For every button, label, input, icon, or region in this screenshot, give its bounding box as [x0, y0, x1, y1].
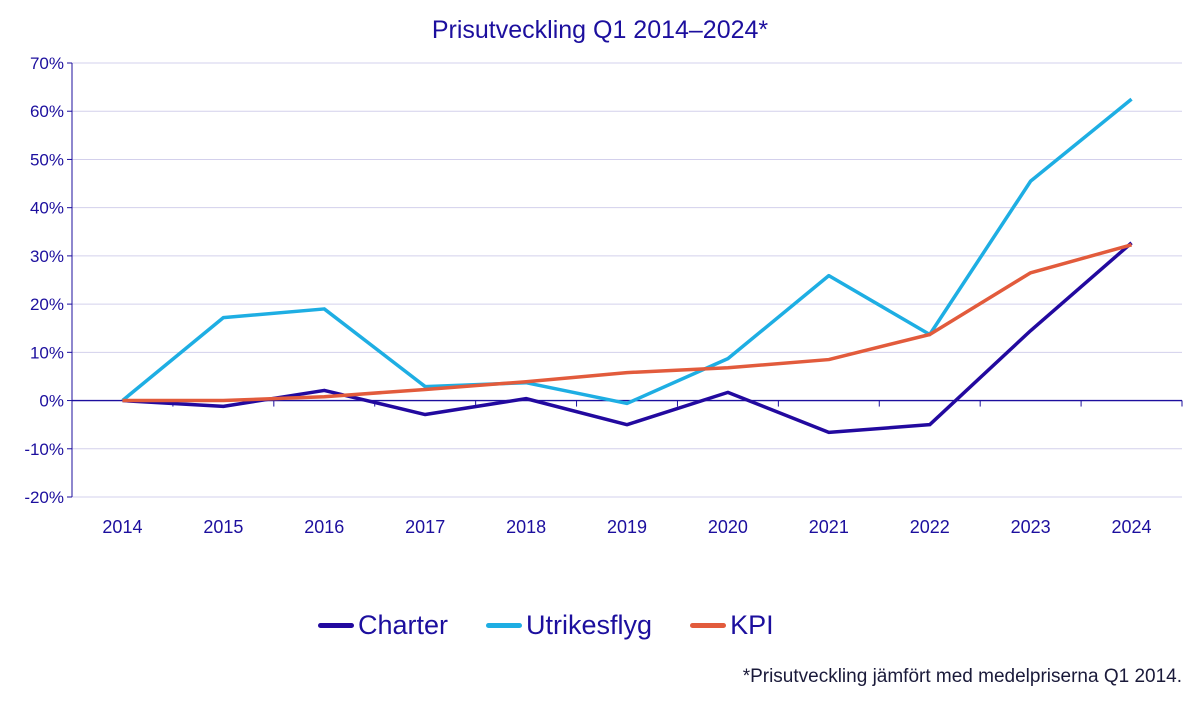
- legend-label: KPI: [730, 610, 774, 640]
- y-tick-label: 30%: [30, 247, 64, 266]
- x-tick-label: 2015: [203, 517, 243, 537]
- series-line-utrikesflyg: [121, 97, 1133, 406]
- legend-swatch: [318, 623, 354, 628]
- legend-label: Charter: [358, 610, 449, 640]
- y-tick-label: 40%: [30, 199, 64, 218]
- y-tick-label: -20%: [24, 488, 64, 507]
- y-tick-label: 70%: [30, 54, 64, 73]
- legend-item-utrikesflyg: Utrikesflyg: [486, 610, 652, 641]
- x-tick-label: 2021: [809, 517, 849, 537]
- y-tick-label: 50%: [30, 150, 64, 169]
- legend-swatch: [690, 623, 727, 628]
- footnote: *Prisutveckling jämfört med medelprisern…: [742, 666, 1182, 687]
- y-tick-label: 20%: [30, 295, 64, 314]
- x-tick-label: 2018: [506, 517, 546, 537]
- legend-item-kpi: KPI: [690, 610, 774, 641]
- x-tick-label: 2024: [1112, 517, 1152, 537]
- x-tick-label: 2016: [304, 517, 344, 537]
- legend-item-charter: Charter: [318, 610, 448, 641]
- y-tick-label: 60%: [30, 102, 64, 121]
- legend-label: Utrikesflyg: [526, 610, 653, 640]
- x-tick-label: 2017: [405, 517, 445, 537]
- series-line-charter: [122, 241, 1133, 435]
- series-line-kpi: [122, 243, 1133, 403]
- y-tick-label: 10%: [30, 343, 64, 362]
- y-tick-label: 0%: [39, 392, 64, 411]
- x-tick-label: 2020: [708, 517, 748, 537]
- chart-title: Prisutveckling Q1 2014–2024*: [431, 16, 769, 44]
- x-tick-label: 2022: [910, 517, 950, 537]
- x-tick-label: 2019: [607, 517, 647, 537]
- x-tick-label: 2014: [102, 517, 142, 537]
- y-tick-label: -10%: [24, 440, 64, 459]
- legend-swatch: [486, 623, 523, 628]
- legend: Charter Utrikesflyg KPI: [318, 610, 774, 641]
- x-tick-label: 2023: [1011, 517, 1051, 537]
